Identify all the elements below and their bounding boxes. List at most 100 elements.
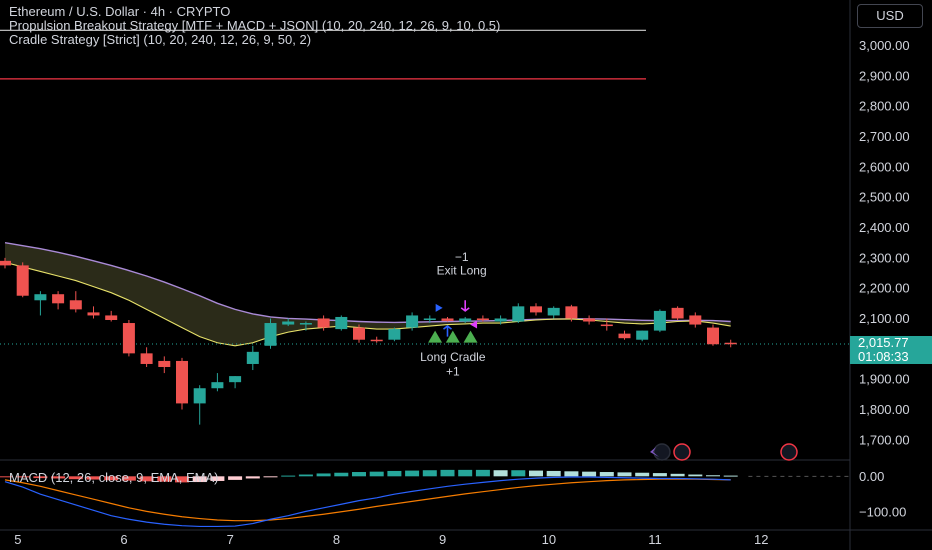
candle: [530, 303, 542, 316]
long-cradle-marker: [463, 330, 478, 343]
time-tick-label: 10: [542, 532, 556, 547]
candle: [636, 330, 649, 342]
trade-annotation: Long Cradle: [420, 350, 486, 364]
price-tick-label: 2,800.00: [859, 99, 910, 114]
candle-body: [476, 318, 489, 320]
macd-histogram-bar: [599, 472, 614, 477]
time-tick-label: 11: [648, 532, 662, 547]
long-cradle-marker: [445, 330, 460, 343]
candle: [512, 303, 525, 324]
macd-histogram-bar: [475, 469, 490, 477]
indicator-cradle-legend[interactable]: Cradle Strategy [Strict] (10, 20, 240, 1…: [9, 32, 312, 47]
macd-tick-label: 0.00: [859, 469, 884, 484]
candle-body: [671, 307, 684, 319]
price-tick-label: 2,700.00: [859, 129, 910, 144]
candle: [140, 347, 153, 368]
indicator-propulsion-legend[interactable]: Propulsion Breakout Strategy [MTF + MACD…: [9, 18, 501, 33]
macd-histogram-bar: [706, 475, 720, 477]
candle: [583, 315, 596, 325]
chart-title[interactable]: Ethereum / U.S. Dollar · 4h · CRYPTO: [9, 4, 231, 19]
macd-histogram-bar: [192, 476, 207, 483]
macd-legend[interactable]: MACD (12, 26, close, 9, EMA, EMA): [9, 470, 219, 485]
time-tick-label: 6: [120, 532, 127, 547]
candle-body: [211, 382, 224, 389]
macd-histogram-bar: [440, 469, 455, 477]
macd-histogram-bar: [139, 476, 154, 482]
time-tick-label: 8: [333, 532, 340, 547]
candle: [335, 315, 348, 331]
candle-body: [707, 327, 719, 345]
price-tick-label: 2,500.00: [859, 190, 910, 205]
candle-body: [353, 327, 365, 340]
candle: [317, 315, 330, 331]
candle-body: [388, 329, 401, 340]
macd-histogram-bar: [15, 476, 30, 478]
candle-body: [176, 360, 188, 404]
candle: [707, 324, 719, 346]
candle-body: [406, 315, 419, 328]
candle: [423, 315, 436, 324]
candle-body: [653, 310, 666, 331]
macd-histogram-bar: [546, 470, 561, 477]
candle: [476, 315, 489, 322]
candle-body: [547, 307, 560, 316]
candle-body: [0, 260, 11, 266]
time-tick-label: 5: [14, 532, 21, 547]
macd-histogram-bar: [51, 476, 66, 479]
candle-body: [246, 351, 259, 364]
candle-body: [530, 306, 542, 313]
candle-body: [105, 315, 118, 320]
exit-long-arrow: [460, 300, 470, 312]
candle-body: [229, 376, 242, 383]
candle-body: [122, 323, 135, 354]
macd-histogram-bar: [670, 473, 685, 477]
candle-body: [494, 318, 507, 322]
macd-histogram-bar: [635, 472, 650, 477]
price-tick-label: 3,000.00: [859, 38, 910, 53]
candle: [600, 318, 613, 331]
macd-histogram-bar: [104, 476, 119, 481]
candle: [459, 316, 472, 324]
candle: [353, 324, 365, 343]
price-tick-label: 2,100.00: [859, 311, 910, 326]
ema-fast-line: [4, 261, 731, 347]
macd-histogram-bar: [352, 472, 366, 477]
candle: [69, 291, 82, 313]
macd-histogram-bar: [564, 471, 579, 477]
time-tick-label: 9: [439, 532, 446, 547]
candle: [122, 319, 135, 357]
macd-histogram-bar: [688, 474, 703, 477]
candle: [618, 330, 631, 340]
candle-body: [636, 330, 649, 340]
candle: [229, 376, 242, 389]
candle-body: [618, 333, 631, 339]
candle-body: [317, 318, 330, 328]
candle: [87, 306, 100, 319]
candle-body: [565, 306, 578, 319]
last-price-value: 2,015.77: [858, 334, 909, 350]
macd-histogram-bar: [405, 470, 420, 477]
candle-body: [140, 353, 153, 364]
candle-body: [158, 360, 171, 368]
entry-flag-marker: [435, 303, 443, 312]
candle: [406, 312, 419, 331]
exit-flag-marker: [470, 320, 478, 329]
candle-body: [459, 318, 472, 322]
candle-body: [282, 321, 295, 325]
macd-histogram-bar: [458, 469, 473, 477]
macd-histogram-bar: [228, 476, 243, 480]
candle-body: [583, 318, 596, 322]
macd-histogram-bar: [582, 471, 597, 477]
macd-histogram-bar: [617, 472, 632, 477]
price-tick-label: 2,900.00: [859, 68, 910, 83]
candle-body: [441, 318, 454, 321]
macd-histogram-bar: [723, 475, 738, 477]
currency-button[interactable]: USD: [857, 4, 923, 28]
lightning-event-icon: [650, 447, 659, 457]
price-tick-label: 1,800.00: [859, 402, 910, 417]
bar-countdown: 01:08:33: [858, 348, 909, 364]
candle: [547, 306, 560, 319]
price-tick-label: 1,700.00: [859, 432, 910, 447]
candle-body: [34, 294, 47, 301]
